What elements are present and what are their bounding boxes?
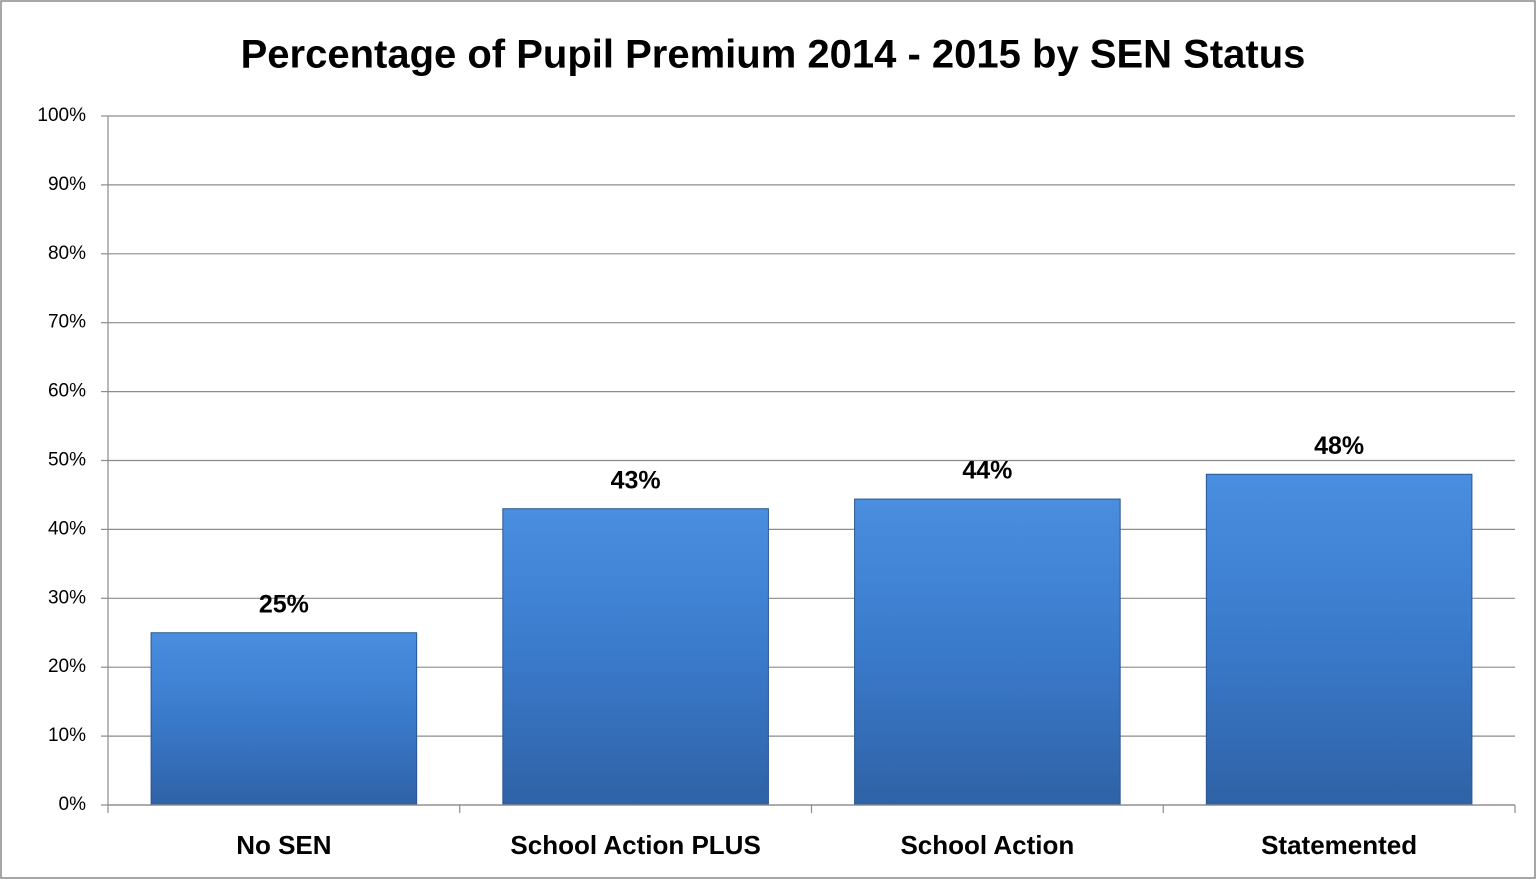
bar (502, 508, 769, 806)
chart-title: Percentage of Pupil Premium 2014 - 2015 … (241, 33, 1306, 77)
x-tick-label: No SEN (236, 830, 331, 860)
y-tick-label: 20% (48, 656, 86, 677)
bar (150, 632, 418, 806)
data-label: 44% (962, 457, 1012, 485)
data-label: 48% (1314, 432, 1364, 460)
y-tick-label: 0% (59, 794, 87, 815)
y-tick-label: 60% (48, 381, 86, 402)
y-tick-label: 90% (48, 174, 86, 195)
y-tick-label: 50% (48, 450, 86, 471)
x-tick-label: School Action PLUS (510, 830, 760, 860)
y-tick-label: 70% (48, 312, 86, 333)
y-tick-label: 40% (48, 518, 86, 539)
data-label: 43% (611, 466, 661, 494)
bar (854, 498, 1121, 806)
bar (1205, 473, 1473, 806)
data-label: 25% (259, 590, 309, 618)
y-tick-label: 100% (37, 105, 86, 126)
y-tick-label: 30% (48, 587, 86, 608)
x-tick-label: School Action (900, 830, 1074, 860)
y-tick-label: 80% (48, 243, 86, 264)
x-tick-label: Statemented (1261, 830, 1417, 860)
y-tick-label: 10% (48, 725, 86, 746)
